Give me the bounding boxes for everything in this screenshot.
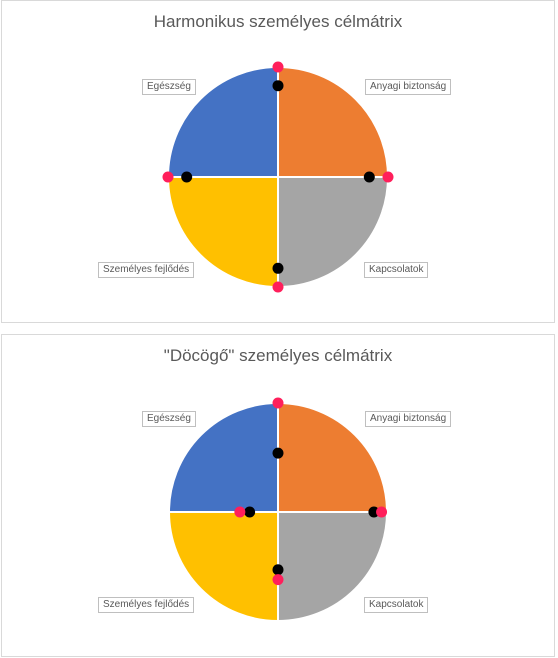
pie-chart: [162, 61, 394, 293]
category-label-kapcsolatok: Kapcsolatok: [364, 597, 429, 613]
marker-pink-egeszseg: [234, 506, 246, 518]
marker-pink-kapcsolatok: [376, 506, 388, 518]
marker-black-anyagi-biztonsag: [272, 447, 284, 459]
marker-black-egeszseg: [181, 171, 193, 183]
marker-black-kapcsolatok: [363, 171, 375, 183]
chart-title: "Döcögő" személyes célmátrix: [163, 346, 393, 365]
marker-pink-kapcsolatok: [382, 171, 394, 183]
chart-panel-harmonic: Harmonikus személyes célmátrix Egészség …: [1, 0, 555, 323]
pie-slice-egeszseg: [167, 401, 279, 513]
pie-slice-egeszseg: [166, 65, 279, 178]
category-label-szemelyes-fejlodes: Személyes fejlődés: [98, 262, 195, 278]
pie-slice-kapcsolatok: [277, 176, 390, 289]
chart-panel-docogo: "Döcögő" személyes célmátrix Egészség An…: [1, 334, 555, 657]
category-label-egeszseg: Egészség: [142, 411, 196, 427]
marker-pink-egeszseg: [162, 171, 174, 183]
pie-slice-anyagi-biztonsag: [277, 401, 389, 513]
pie-slice-szemelyes-fejlodes: [166, 176, 279, 289]
marker-black-anyagi-biztonsag: [272, 80, 284, 92]
marker-black-szemelyes-fejlodes: [272, 564, 284, 576]
pie-slice-kapcsolatok: [277, 511, 389, 623]
pie-slice-szemelyes-fejlodes: [167, 511, 279, 623]
marker-black-egeszseg: [244, 506, 256, 518]
pie-slice-anyagi-biztonsag: [277, 65, 390, 178]
marker-black-kapcsolatok: [368, 506, 380, 518]
category-label-anyagi-biztonsag: Anyagi biztonság: [365, 411, 452, 427]
marker-pink-szemelyes-fejlodes: [272, 574, 284, 586]
marker-pink-szemelyes-fejlodes: [272, 281, 284, 293]
category-label-egeszseg: Egészség: [142, 79, 196, 95]
marker-pink-anyagi-biztonsag: [272, 397, 284, 409]
marker-pink-anyagi-biztonsag: [272, 61, 284, 73]
pie-chart: [167, 397, 389, 623]
marker-black-szemelyes-fejlodes: [272, 262, 284, 274]
chart-title: Harmonikus személyes célmátrix: [153, 12, 403, 31]
category-label-kapcsolatok: Kapcsolatok: [364, 262, 429, 278]
category-label-szemelyes-fejlodes: Személyes fejlődés: [98, 597, 195, 613]
category-label-anyagi-biztonsag: Anyagi biztonság: [365, 79, 452, 95]
